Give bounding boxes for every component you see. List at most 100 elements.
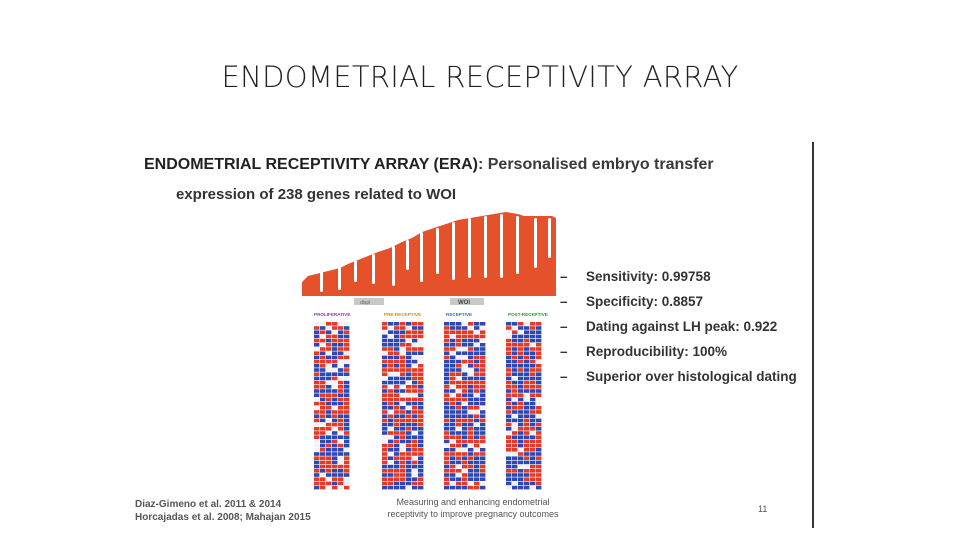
heatmap-cell	[536, 485, 542, 490]
heatmap-cell	[406, 334, 412, 339]
heatmap-cell	[462, 343, 468, 347]
heatmap-cell	[344, 485, 350, 490]
heatmap-cell	[400, 380, 406, 385]
heatmap-cell	[344, 368, 350, 372]
heatmap-cell	[388, 448, 394, 452]
heatmap-cell	[314, 322, 320, 326]
heatmap-cell	[530, 418, 536, 423]
heatmap-cell	[512, 448, 518, 452]
heatmap-cell	[536, 456, 542, 460]
heatmap-cell	[388, 406, 394, 410]
heatmap-cell	[474, 439, 480, 444]
heatmap-cell	[456, 343, 462, 347]
heatmap-cell	[524, 401, 530, 406]
heatmap-cell	[468, 414, 474, 418]
citation-line-2: Horcajadas et al. 2008; Mahajan 2015	[135, 512, 311, 523]
heatmap-cell	[462, 385, 468, 389]
heatmap-cell	[344, 351, 350, 355]
heatmap-cell	[524, 414, 530, 418]
heatmap-cell	[394, 431, 400, 435]
heatmap-cell	[418, 418, 424, 423]
heatmap-cell	[394, 330, 400, 334]
heatmap-cell	[320, 456, 326, 460]
heatmap-cell	[382, 473, 388, 477]
heatmap-cell	[320, 448, 326, 452]
heatmap-cell	[462, 448, 468, 452]
heatmap-cell	[418, 448, 424, 452]
heatmap-cell	[400, 330, 406, 334]
heatmap-cell	[338, 322, 344, 326]
heatmap-cell	[518, 343, 524, 347]
heatmap-cell	[444, 322, 450, 326]
heatmap-cell	[468, 481, 474, 486]
heatmap-cell	[480, 343, 486, 347]
heatmap-cell	[536, 414, 542, 418]
heatmap-cell	[320, 372, 326, 376]
heatmap-cell	[450, 351, 456, 355]
heatmap-cell	[450, 372, 456, 376]
heatmap-cell	[394, 477, 400, 481]
heatmap-cell	[388, 410, 394, 414]
heatmap-cell	[506, 427, 512, 431]
heatmap-cell	[344, 334, 350, 339]
heatmap-cell	[444, 380, 450, 385]
heatmap-cell	[512, 414, 518, 418]
heatmap-cell	[406, 347, 412, 351]
heatmap-cell	[456, 322, 462, 326]
heatmap-cell	[326, 414, 332, 418]
heatmap-cell	[338, 485, 344, 490]
heatmap-cell	[456, 385, 462, 389]
heatmap-cell	[530, 448, 536, 452]
heatmap-cell	[400, 464, 406, 469]
heatmap-cell	[332, 469, 338, 473]
profile-gap	[452, 222, 455, 280]
heatmap-cell	[412, 389, 418, 393]
heatmap-cell	[388, 460, 394, 465]
heatmap-cell	[444, 414, 450, 418]
heatmap-cell	[412, 448, 418, 452]
heatmap-cell	[418, 338, 424, 343]
heatmap-cell	[480, 485, 486, 490]
heatmap-cell	[344, 431, 350, 435]
heatmap-cell	[382, 439, 388, 444]
heatmap-cell	[468, 422, 474, 427]
heatmap-cell	[320, 460, 326, 465]
heatmap-cell	[468, 410, 474, 414]
bullet-text: Sensitivity: 0.99758	[586, 269, 711, 284]
heatmap-cell	[468, 380, 474, 385]
header-bar-woi	[450, 298, 484, 305]
heatmap-cell	[406, 364, 412, 368]
heatmap-cell	[512, 439, 518, 444]
heatmap-cell	[518, 389, 524, 393]
heatmap-cell	[320, 443, 326, 448]
heatmap-cell	[480, 380, 486, 385]
heatmap-cell	[382, 351, 388, 355]
heatmap-cell	[524, 481, 530, 486]
bullet-sensitivity: – Sensitivity: 0.99758	[560, 268, 797, 293]
heatmap-cell	[512, 351, 518, 355]
heatmap-cell	[456, 351, 462, 355]
heatmap-cell	[456, 414, 462, 418]
heatmap-cell	[314, 481, 320, 486]
heatmap-cell	[444, 359, 450, 364]
heatmap-cell	[326, 452, 332, 456]
heatmap-cell	[450, 338, 456, 343]
heatmap-cell	[474, 355, 480, 360]
heatmap-cell	[320, 422, 326, 427]
heatmap-cell	[314, 368, 320, 372]
heatmap-cell	[382, 359, 388, 364]
heatmap-cell	[388, 439, 394, 444]
heatmap-cell	[314, 456, 320, 460]
heatmap-cell	[418, 481, 424, 486]
heatmap-cell	[320, 351, 326, 355]
heatmap-cell	[530, 485, 536, 490]
heatmap-cell	[332, 385, 338, 389]
heatmap-cell	[518, 330, 524, 334]
heatmap-cell	[524, 364, 530, 368]
heatmap-cell	[518, 338, 524, 343]
heatmap-cell	[518, 469, 524, 473]
heatmap-cell	[320, 393, 326, 397]
heatmap-cell	[344, 456, 350, 460]
heatmap-cell	[536, 376, 542, 381]
heatmap-cell	[480, 477, 486, 481]
